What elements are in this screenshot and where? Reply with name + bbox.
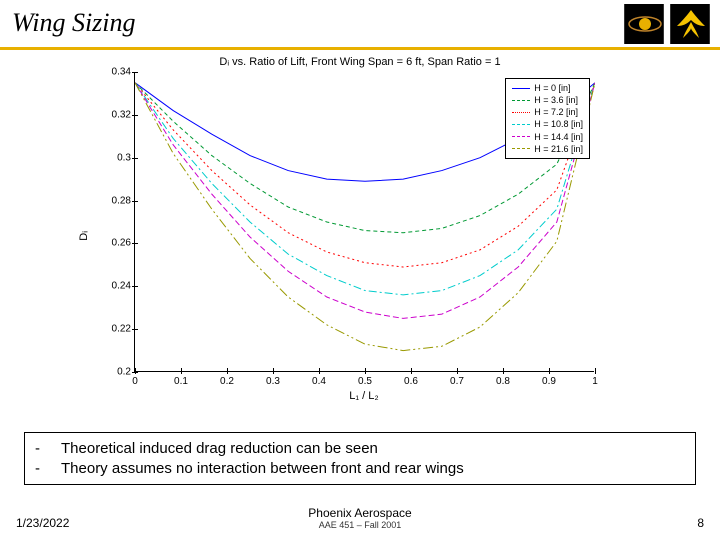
ytick-label: 0.32 bbox=[95, 109, 131, 120]
xtick-mark bbox=[549, 368, 550, 374]
title-bar: Wing Sizing bbox=[0, 0, 720, 50]
legend-label: H = 7.2 [in] bbox=[534, 106, 578, 118]
ytick-mark bbox=[132, 201, 138, 202]
ytick-mark bbox=[132, 158, 138, 159]
xtick-label: 0.9 bbox=[542, 376, 556, 387]
xtick-mark bbox=[135, 368, 136, 374]
page-title: Wing Sizing bbox=[12, 8, 720, 38]
xtick-label: 0.7 bbox=[450, 376, 464, 387]
legend-row: H = 3.6 [in] bbox=[512, 94, 583, 106]
y-axis-label: Dᵢ bbox=[78, 231, 90, 241]
xtick-mark bbox=[181, 368, 182, 374]
bullet-dash: - bbox=[35, 439, 43, 459]
ytick-label: 0.3 bbox=[95, 152, 131, 163]
chart: Dᵢ vs. Ratio of Lift, Front Wing Span = … bbox=[90, 56, 630, 406]
xtick-mark bbox=[227, 368, 228, 374]
xtick-label: 0.5 bbox=[358, 376, 372, 387]
xtick-label: 0.3 bbox=[266, 376, 280, 387]
bullet-text: Theory assumes no interaction between fr… bbox=[61, 459, 464, 479]
bullet-row: -Theory assumes no interaction between f… bbox=[35, 459, 685, 479]
legend-row: H = 10.8 [in] bbox=[512, 118, 583, 130]
legend-label: H = 21.6 [in] bbox=[534, 143, 583, 155]
xtick-mark bbox=[411, 368, 412, 374]
plot-area: H = 0 [in]H = 3.6 [in]H = 7.2 [in]H = 10… bbox=[134, 72, 594, 372]
legend-swatch bbox=[512, 88, 530, 89]
legend-row: H = 14.4 [in] bbox=[512, 131, 583, 143]
ytick-mark bbox=[132, 72, 138, 73]
ytick-label: 0.28 bbox=[95, 195, 131, 206]
legend-swatch bbox=[512, 124, 530, 125]
ytick-mark bbox=[132, 115, 138, 116]
bullet-row: -Theoretical induced drag reduction can … bbox=[35, 439, 685, 459]
footer: 1/23/2022 Phoenix Aerospace AAE 451 – Fa… bbox=[0, 516, 720, 530]
phoenix-logo bbox=[670, 4, 710, 44]
legend: H = 0 [in]H = 3.6 [in]H = 7.2 [in]H = 10… bbox=[505, 78, 590, 159]
logo-group bbox=[624, 4, 710, 44]
xtick-label: 0 bbox=[132, 376, 138, 387]
ytick-label: 0.22 bbox=[95, 324, 131, 335]
footer-org: Phoenix Aerospace bbox=[308, 506, 411, 520]
legend-label: H = 3.6 [in] bbox=[534, 94, 578, 106]
x-axis-label: L₁ / L₂ bbox=[134, 390, 594, 402]
footer-date: 1/23/2022 bbox=[16, 516, 69, 530]
notes-box: -Theoretical induced drag reduction can … bbox=[24, 432, 696, 485]
xtick-mark bbox=[595, 368, 596, 374]
xtick-mark bbox=[365, 368, 366, 374]
xtick-label: 0.6 bbox=[404, 376, 418, 387]
xtick-mark bbox=[273, 368, 274, 374]
legend-row: H = 0 [in] bbox=[512, 82, 583, 94]
ytick-label: 0.2 bbox=[95, 367, 131, 378]
xtick-label: 0.4 bbox=[312, 376, 326, 387]
legend-label: H = 14.4 [in] bbox=[534, 131, 583, 143]
legend-label: H = 0 [in] bbox=[534, 82, 570, 94]
ytick-label: 0.26 bbox=[95, 238, 131, 249]
bullet-text: Theoretical induced drag reduction can b… bbox=[61, 439, 378, 459]
legend-swatch bbox=[512, 100, 530, 101]
xtick-label: 1 bbox=[592, 376, 598, 387]
footer-page: 8 bbox=[697, 516, 704, 530]
legend-row: H = 21.6 [in] bbox=[512, 143, 583, 155]
xtick-label: 0.2 bbox=[220, 376, 234, 387]
ytick-label: 0.24 bbox=[95, 281, 131, 292]
xtick-mark bbox=[319, 368, 320, 374]
legend-swatch bbox=[512, 136, 530, 137]
legend-label: H = 10.8 [in] bbox=[534, 118, 583, 130]
bullet-dash: - bbox=[35, 459, 43, 479]
footer-course: AAE 451 – Fall 2001 bbox=[308, 520, 411, 530]
xtick-mark bbox=[457, 368, 458, 374]
aeronautics-logo bbox=[624, 4, 664, 44]
ytick-mark bbox=[132, 243, 138, 244]
xtick-label: 0.8 bbox=[496, 376, 510, 387]
chart-title: Dᵢ vs. Ratio of Lift, Front Wing Span = … bbox=[90, 56, 630, 68]
footer-center: Phoenix Aerospace AAE 451 – Fall 2001 bbox=[308, 506, 411, 530]
xtick-label: 0.1 bbox=[174, 376, 188, 387]
slide: Wing Sizing Dᵢ vs. Ratio of Lift, Front … bbox=[0, 0, 720, 540]
legend-swatch bbox=[512, 112, 530, 113]
ytick-mark bbox=[132, 329, 138, 330]
legend-swatch bbox=[512, 148, 530, 149]
ytick-mark bbox=[132, 286, 138, 287]
legend-row: H = 7.2 [in] bbox=[512, 106, 583, 118]
ytick-label: 0.34 bbox=[95, 67, 131, 78]
xtick-mark bbox=[503, 368, 504, 374]
